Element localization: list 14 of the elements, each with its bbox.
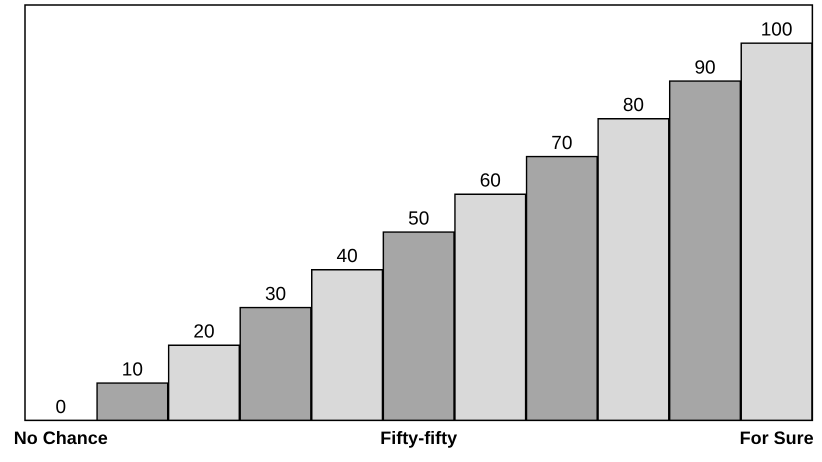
x-tick-label: Fifty-fifty <box>380 428 458 448</box>
data-label: 100 <box>760 20 792 40</box>
data-label: 10 <box>122 359 143 380</box>
data-label: 30 <box>264 284 286 305</box>
x-tick-label: No Chance <box>14 428 108 448</box>
data-label: 20 <box>193 322 215 343</box>
data-label: 90 <box>694 57 716 78</box>
data-label: 0 <box>56 397 66 418</box>
data-label: 60 <box>480 170 501 192</box>
x-tick-label: For Sure <box>740 428 814 448</box>
data-label: 40 <box>336 246 358 268</box>
data-label: 50 <box>408 208 430 230</box>
data-label: 70 <box>551 132 572 154</box>
data-label: 80 <box>622 95 644 116</box>
